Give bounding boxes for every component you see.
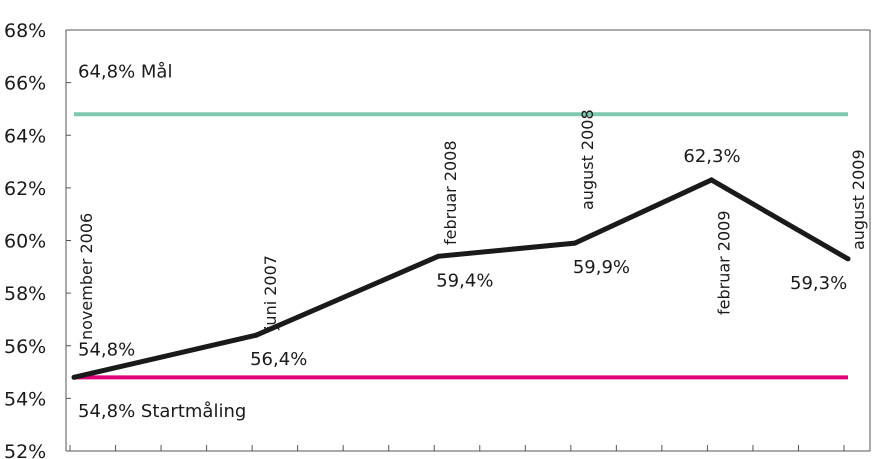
value-label: 54,8% [78,339,135,360]
date-label: februar 2009 [714,210,733,315]
value-label: 59,3% [790,273,847,294]
y-tick-label: 60% [4,231,46,253]
y-tick-label: 52% [4,441,46,459]
goal-line-label: 64,8% Mål [78,61,172,82]
date-label: august 2009 [849,149,868,250]
data-labels: 54,8%november 2006 56,4% juni 2007 59,4% feb… [77,109,868,370]
value-label: 62,3% [683,146,740,167]
baseline-line-label: 54,8% Startmåling [78,401,246,422]
data-point [572,240,578,246]
value-label: 59,9% [573,257,630,278]
y-tick-label: 68% [4,20,46,42]
y-tick-label: 62% [4,178,46,200]
date-label: august 2008 [578,109,597,210]
data-series [71,177,851,380]
date-label: februar 2008 [441,140,460,245]
date-label: november 2006 [77,213,96,340]
y-tick-label: 58% [4,283,46,305]
date-label: juni 2007 [261,255,280,331]
y-tick-label: 64% [4,125,46,147]
y-tick-label: 54% [4,388,46,410]
series-line [73,177,850,380]
data-point [845,256,851,262]
y-tick-label: 56% [4,336,46,358]
reference-lines: 64,8% Mål 54,8% Startmåling [74,61,849,422]
value-label: 59,4% [436,270,493,291]
data-point [253,332,259,338]
data-point [71,374,77,380]
axes: 52% 54% 56% 58% 60% 62% 64% 66% 68% [4,20,871,459]
data-point [435,253,441,259]
y-tick-label: 66% [4,73,46,95]
data-point [708,177,714,183]
value-label: 56,4% [250,349,307,370]
